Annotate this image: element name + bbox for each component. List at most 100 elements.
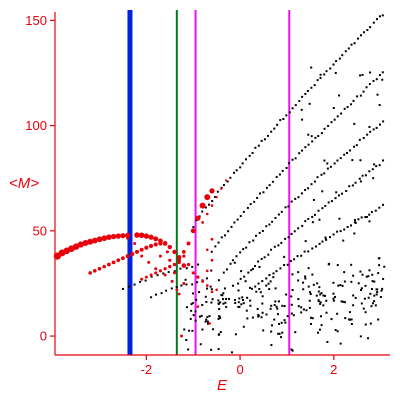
black-point [260,316,263,319]
black-point [353,42,356,45]
black-point [150,275,153,278]
black-point [361,273,364,276]
black-point [266,134,269,137]
black-point [378,264,381,267]
black-point [321,207,324,210]
black-point [297,271,300,274]
black-point [281,331,284,334]
black-point [318,242,321,245]
black-point [273,304,276,307]
red-point [143,233,150,239]
black-point [346,106,349,109]
black-point [368,220,371,223]
black-point [242,299,245,302]
black-point [300,192,303,195]
black-point [265,225,268,228]
black-point [311,215,314,218]
red-point [153,236,159,242]
black-point [214,196,217,199]
black-point [185,339,188,342]
black-point [210,250,213,253]
black-point [359,180,362,183]
black-point [373,163,376,166]
red-point [210,258,214,262]
black-point [319,302,322,305]
red-point [149,273,153,277]
black-point [267,282,270,285]
black-point [366,29,369,32]
black-point [353,145,356,148]
black-point [310,316,313,319]
black-point [207,322,210,325]
black-point [249,203,252,206]
black-point [259,192,262,195]
black-point [362,137,365,140]
black-point [383,265,386,268]
black-point [194,310,197,313]
black-point [336,264,339,267]
black-point [150,296,153,299]
red-point [140,254,144,258]
black-point [273,245,276,248]
black-point [244,158,247,161]
black-point [323,159,326,162]
black-point [334,329,337,332]
black-point [350,318,353,321]
red-point [182,281,186,285]
red-point [181,249,186,254]
black-point [226,180,229,183]
black-point [340,300,343,303]
red-point [172,262,177,267]
black-point [356,95,359,98]
red-point [87,238,94,245]
black-point [339,157,342,160]
black-point [284,206,287,209]
black-point [352,294,355,297]
black-point [222,292,225,295]
black-point [243,275,246,278]
black-point [310,135,313,138]
black-point [275,305,278,308]
black-point [378,123,381,126]
black-point [242,210,245,213]
black-point [170,287,173,290]
red-point [165,250,169,254]
y-tick-label: 100 [25,118,47,133]
red-point [180,334,184,338]
black-point [351,184,354,187]
red-point [176,254,182,260]
black-point [258,288,261,291]
black-point [313,180,316,183]
black-point [210,348,213,351]
black-point [336,312,339,315]
black-point [348,185,351,188]
ticks-layer: -2 0 2 0 50 100 150 [25,13,337,377]
red-point [163,240,168,246]
black-point [206,316,209,319]
black-point [370,211,373,214]
black-point [343,280,346,283]
black-point [224,301,227,304]
black-point [375,165,378,168]
black-point [254,146,257,149]
black-point [185,267,188,270]
black-point [373,280,376,283]
black-point [191,292,194,295]
black-point [229,176,232,179]
black-point [362,90,365,93]
black-point [359,159,362,162]
black-point [352,304,355,307]
black-point [371,273,374,276]
black-point [332,292,335,295]
black-point [284,237,287,240]
red-point [168,264,172,269]
black-point [175,285,178,288]
black-point [332,233,335,236]
black-point [154,293,157,296]
black-point [290,303,293,306]
black-point [308,299,311,302]
black-point [268,288,271,291]
black-point [310,183,313,186]
black-point [293,258,296,261]
black-point [277,213,280,216]
